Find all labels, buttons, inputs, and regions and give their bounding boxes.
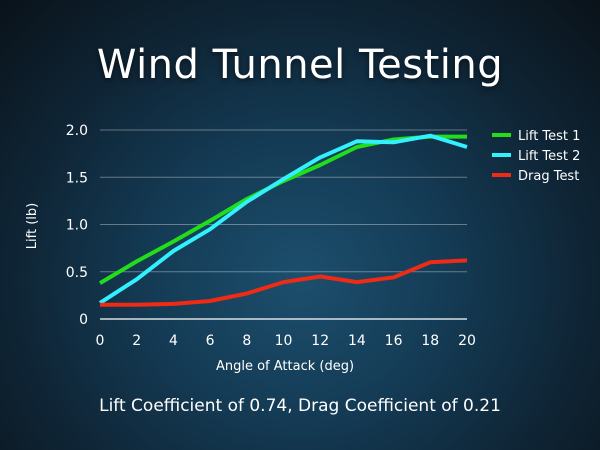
x-tick-label: 6 bbox=[206, 333, 215, 349]
y-tick-label: 0.5 bbox=[66, 265, 88, 281]
y-axis-ticks: 0 0.5 1.0 1.5 2.0 bbox=[66, 123, 88, 328]
legend-label: Drag Test bbox=[518, 169, 579, 184]
x-tick-label: 8 bbox=[242, 333, 251, 349]
x-tick-label: 16 bbox=[385, 333, 403, 349]
legend-label: Lift Test 1 bbox=[518, 129, 580, 144]
slide-title: Wind Tunnel Testing bbox=[96, 42, 504, 88]
slide-subtitle: Lift Coefficient of 0.74, Drag Coefficie… bbox=[99, 396, 501, 416]
y-tick-label: 1.5 bbox=[66, 170, 88, 186]
x-tick-label: 4 bbox=[169, 333, 178, 349]
x-axis-ticks: 0 2 4 6 8 10 12 14 16 18 20 bbox=[96, 333, 476, 349]
series-line-lift-test-1 bbox=[98, 134, 467, 285]
y-axis-label: Lift (lb) bbox=[25, 203, 40, 249]
legend: Lift Test 1 Lift Test 2 Drag Test bbox=[492, 129, 580, 184]
x-tick-label: 2 bbox=[132, 333, 141, 349]
x-tick-label: 14 bbox=[348, 333, 366, 349]
x-tick-label: 20 bbox=[458, 333, 476, 349]
series-lines bbox=[98, 133, 468, 307]
series-line-drag-test bbox=[100, 258, 468, 307]
x-tick-label: 10 bbox=[275, 333, 293, 349]
y-tick-label: 2.0 bbox=[66, 123, 88, 139]
x-tick-label: 18 bbox=[421, 333, 439, 349]
legend-label: Lift Test 2 bbox=[518, 149, 580, 164]
series-line-lift-test-2 bbox=[98, 133, 468, 305]
x-tick-label: 12 bbox=[311, 333, 329, 349]
x-tick-label: 0 bbox=[96, 333, 105, 349]
y-tick-label: 0 bbox=[79, 312, 88, 328]
x-axis-label: Angle of Attack (deg) bbox=[216, 359, 354, 374]
y-tick-label: 1.0 bbox=[66, 218, 88, 234]
grid-lines bbox=[100, 129, 467, 320]
